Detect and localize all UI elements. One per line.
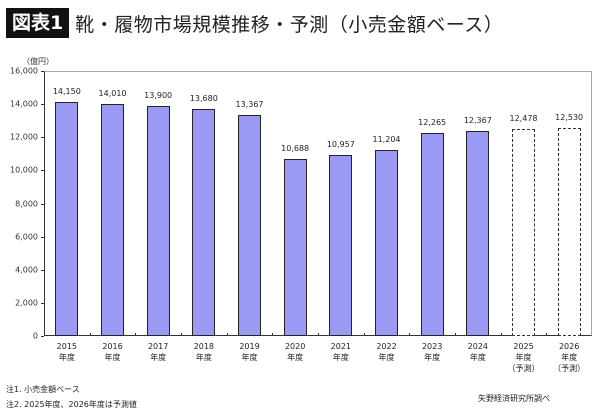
y-tick-mark [41, 203, 44, 205]
data-bar [192, 109, 216, 336]
x-tick-mark [135, 333, 137, 336]
y-tick-mark [41, 269, 44, 271]
x-tick-mark [546, 333, 548, 336]
value-label: 12,478 [509, 114, 538, 124]
data-bar [375, 150, 398, 336]
y-tick-mark [41, 302, 44, 304]
x-tick-mark [226, 333, 228, 336]
data-bar [466, 131, 490, 336]
x-tick-label: 2023 年度 [421, 342, 443, 362]
value-label: 13,680 [189, 94, 218, 104]
chart-title: 靴・履物市場規模推移・予測（小売金額ベース） [75, 13, 504, 36]
x-tick-label: 2017 年度 [147, 342, 169, 362]
y-tick-mark [41, 236, 44, 238]
value-label: 14,010 [98, 88, 127, 98]
y-tick-label: 2,000 [15, 298, 38, 308]
source-credit: 矢野経済研究所調べ [478, 394, 550, 403]
x-tick-label: 2024 年度 [467, 342, 488, 362]
y-tick-mark [41, 137, 44, 139]
x-tick-mark [500, 333, 502, 336]
y-tick-label: 8,000 [15, 199, 38, 208]
y-tick-label: 12,000 [10, 132, 38, 142]
x-tick-label: 2025 年度 （予測） [507, 342, 540, 373]
data-bar [238, 114, 261, 336]
footnote-1: 注1. 小売金額ベース [6, 385, 80, 394]
data-bar [55, 101, 79, 336]
value-label: 11,204 [372, 135, 401, 145]
y-tick-mark [41, 336, 44, 337]
data-bar [283, 158, 307, 336]
chart-header: 図表1 靴・履物市場規模推移・予測（小売金額ベース） [6, 8, 503, 38]
value-label: 13,900 [144, 90, 173, 100]
x-tick-label: 2020 年度 [284, 342, 306, 362]
x-tick-label: 2022 年度 [376, 342, 397, 362]
y-tick-mark [41, 170, 44, 172]
x-tick-label: 2016 年度 [102, 342, 123, 362]
x-tick-label: 2015 年度 [56, 342, 77, 362]
y-tick-label: 0 [32, 331, 38, 341]
x-tick-mark [89, 333, 91, 336]
forecast-bar [557, 128, 581, 336]
y-tick-label: 6,000 [15, 232, 38, 242]
y-tick-label: 4,000 [15, 265, 38, 275]
y-axis-unit: （億円） [22, 57, 54, 66]
footnote-2: 注2. 2025年度、2026年度は予測値 [6, 400, 137, 409]
x-tick-mark [409, 333, 411, 336]
x-tick-mark [181, 333, 182, 336]
x-tick-label: 2019 年度 [239, 342, 260, 362]
value-label: 12,530 [555, 113, 584, 123]
x-tick-label: 2021 年度 [330, 342, 351, 362]
data-bar [420, 132, 444, 336]
x-tick-mark [455, 333, 456, 336]
x-tick-label: 2018 年度 [193, 342, 214, 362]
y-tick-label: 14,000 [10, 99, 38, 109]
value-label: 14,150 [52, 86, 81, 96]
data-bar [329, 154, 353, 336]
y-tick-mark [41, 104, 44, 106]
value-label: 12,367 [463, 116, 492, 126]
value-label: 12,265 [418, 117, 447, 127]
x-tick-mark [272, 333, 274, 336]
y-tick-mark [41, 71, 44, 72]
value-label: 13,367 [235, 99, 264, 109]
value-label: 10,957 [326, 139, 355, 149]
data-bar [101, 103, 124, 336]
y-tick-label: 10,000 [10, 165, 38, 175]
x-tick-mark [363, 333, 365, 336]
figure-badge: 図表1 [6, 8, 70, 38]
value-label: 10,688 [281, 143, 310, 153]
forecast-bar [512, 129, 535, 336]
x-tick-label: 2026 年度 （予測） [553, 342, 586, 373]
x-tick-mark [318, 333, 319, 336]
y-tick-label: 16,000 [10, 66, 38, 76]
data-bar [146, 105, 170, 336]
plot-area [44, 71, 592, 336]
